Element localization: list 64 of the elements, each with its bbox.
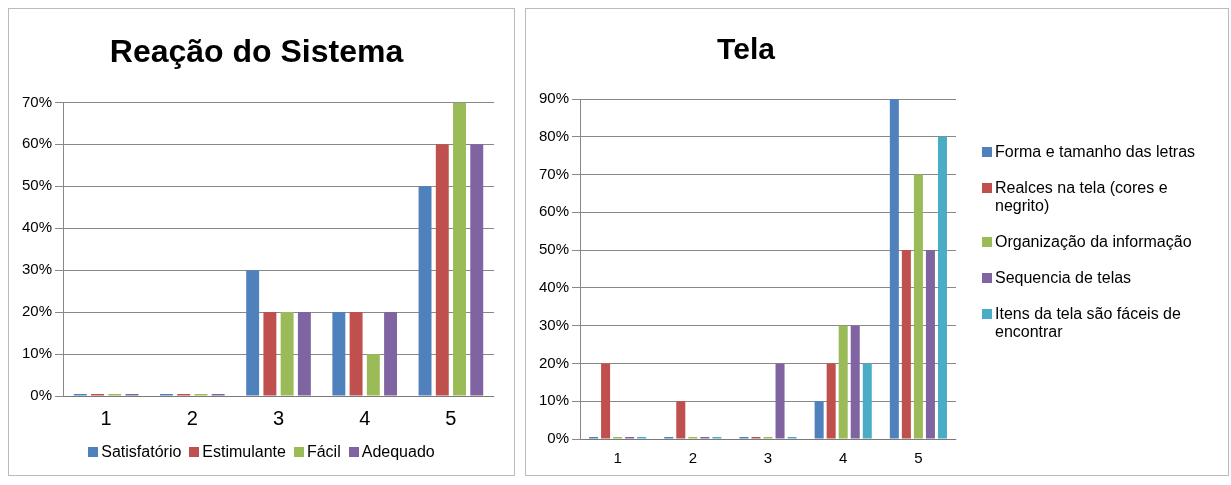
x-tick-label: 2 bbox=[688, 449, 697, 467]
bar bbox=[676, 401, 686, 439]
legend-label: Estimulante bbox=[202, 443, 286, 461]
chart-title: Tela bbox=[717, 32, 776, 66]
legend-label: Adequado bbox=[361, 443, 435, 461]
y-tick-label: 50% bbox=[538, 240, 570, 258]
chart-title: Reação do Sistema bbox=[109, 33, 404, 70]
y-tick-label: 60% bbox=[538, 202, 570, 220]
x-tick-label: 3 bbox=[763, 449, 773, 467]
y-tick-label: 0% bbox=[547, 429, 570, 447]
y-tick-label: 90% bbox=[538, 89, 570, 107]
legend-label: Satisfatório bbox=[101, 443, 182, 461]
bar bbox=[850, 325, 860, 439]
y-tick-label: 40% bbox=[21, 218, 53, 236]
legend-label: Sequencia de telas bbox=[995, 269, 1132, 287]
bar bbox=[280, 312, 294, 396]
bar bbox=[366, 354, 380, 396]
y-tick-label: 10% bbox=[21, 344, 53, 362]
legend-label: Realces na tela (cores e negrito) bbox=[995, 179, 1169, 215]
bar bbox=[470, 144, 484, 396]
bar bbox=[332, 312, 346, 396]
y-tick-label: 10% bbox=[538, 391, 570, 409]
y-tick-label: 0% bbox=[30, 386, 53, 404]
y-tick-label: 70% bbox=[21, 92, 53, 110]
y-tick-label: 30% bbox=[538, 315, 570, 333]
x-tick-label: 1 bbox=[100, 406, 112, 429]
y-tick-label: 20% bbox=[21, 302, 53, 320]
bar bbox=[384, 312, 398, 396]
bar bbox=[418, 186, 432, 396]
y-tick-label: 80% bbox=[538, 126, 570, 144]
x-tick-label: 5 bbox=[445, 406, 457, 429]
bar bbox=[838, 325, 848, 439]
bar bbox=[246, 270, 260, 396]
y-tick-label: 40% bbox=[538, 278, 570, 296]
x-tick-label: 4 bbox=[839, 449, 848, 467]
bar bbox=[297, 312, 311, 396]
y-tick-label: 30% bbox=[21, 260, 53, 278]
bar bbox=[913, 174, 923, 439]
bar bbox=[601, 363, 611, 439]
legend-label: Fácil bbox=[306, 443, 341, 461]
bar bbox=[435, 144, 449, 396]
bar bbox=[453, 102, 466, 396]
bar bbox=[925, 250, 935, 439]
bar bbox=[889, 99, 899, 439]
bar bbox=[862, 363, 872, 439]
bar bbox=[937, 136, 947, 439]
y-tick-label: 20% bbox=[538, 353, 570, 371]
legend-label: Organização da informação bbox=[995, 233, 1192, 251]
y-tick-label: 70% bbox=[538, 164, 570, 182]
x-tick-label: 3 bbox=[272, 406, 285, 429]
legend-label: Itens da tela são fáceis de encontrar bbox=[995, 305, 1182, 341]
x-tick-label: 5 bbox=[914, 449, 923, 467]
bar bbox=[263, 312, 277, 396]
bar bbox=[826, 363, 836, 439]
x-tick-label: 1 bbox=[613, 449, 622, 467]
bar bbox=[901, 250, 911, 439]
x-tick-label: 4 bbox=[359, 406, 371, 429]
legend-label: Forma e tamanho das letras bbox=[995, 143, 1196, 161]
y-tick-label: 50% bbox=[21, 176, 53, 194]
x-tick-label: 2 bbox=[186, 406, 198, 429]
y-tick-label: 60% bbox=[21, 134, 53, 152]
bar bbox=[349, 312, 363, 396]
bar bbox=[814, 401, 824, 439]
bar bbox=[775, 363, 785, 439]
